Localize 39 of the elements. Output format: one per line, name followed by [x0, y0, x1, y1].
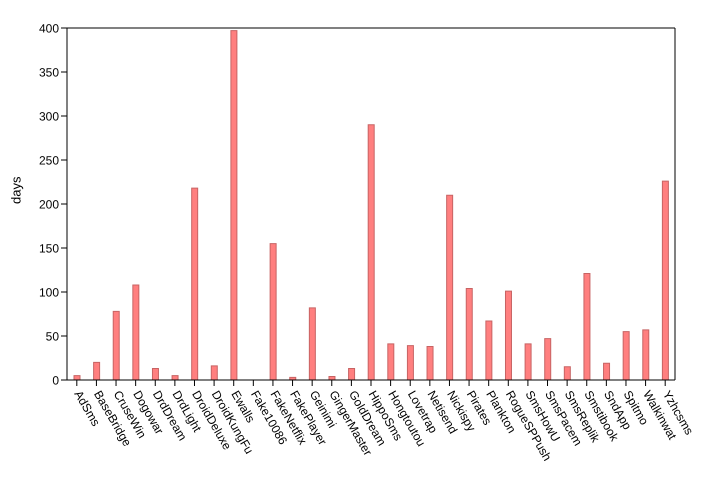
bar — [544, 338, 552, 380]
bar — [93, 362, 100, 380]
y-tick-label: 0 — [52, 373, 60, 388]
bar — [230, 30, 238, 380]
bar — [348, 368, 356, 380]
bar — [74, 375, 80, 380]
y-tick-label: 50 — [46, 329, 60, 344]
y-axis-title: days — [8, 176, 24, 204]
bar — [191, 188, 198, 380]
bar — [466, 288, 473, 380]
y-tick-label: 350 — [38, 65, 60, 80]
bar — [642, 329, 650, 380]
y-tick-label: 250 — [38, 153, 60, 168]
bar — [446, 194, 454, 380]
bar — [406, 345, 414, 380]
y-tick-label: 300 — [38, 109, 60, 124]
bar — [504, 290, 512, 380]
bar — [426, 346, 434, 380]
bar — [172, 375, 179, 380]
bar — [662, 180, 669, 380]
bar — [524, 343, 532, 380]
bar — [308, 307, 316, 380]
bar — [328, 376, 336, 380]
bar — [368, 124, 375, 380]
bar — [210, 365, 218, 380]
y-tick-label: 400 — [38, 21, 60, 36]
y-tick-label: 150 — [38, 241, 60, 256]
bar — [564, 366, 571, 380]
y-tick-label: 100 — [38, 285, 60, 300]
bar — [622, 331, 630, 380]
bar — [132, 284, 140, 380]
bar — [387, 343, 394, 380]
bar — [152, 368, 159, 380]
bar — [583, 273, 590, 380]
bar — [112, 310, 120, 380]
bar — [270, 243, 277, 380]
bar — [603, 362, 610, 380]
y-tick-label: 200 — [38, 197, 60, 212]
bar — [485, 320, 492, 380]
